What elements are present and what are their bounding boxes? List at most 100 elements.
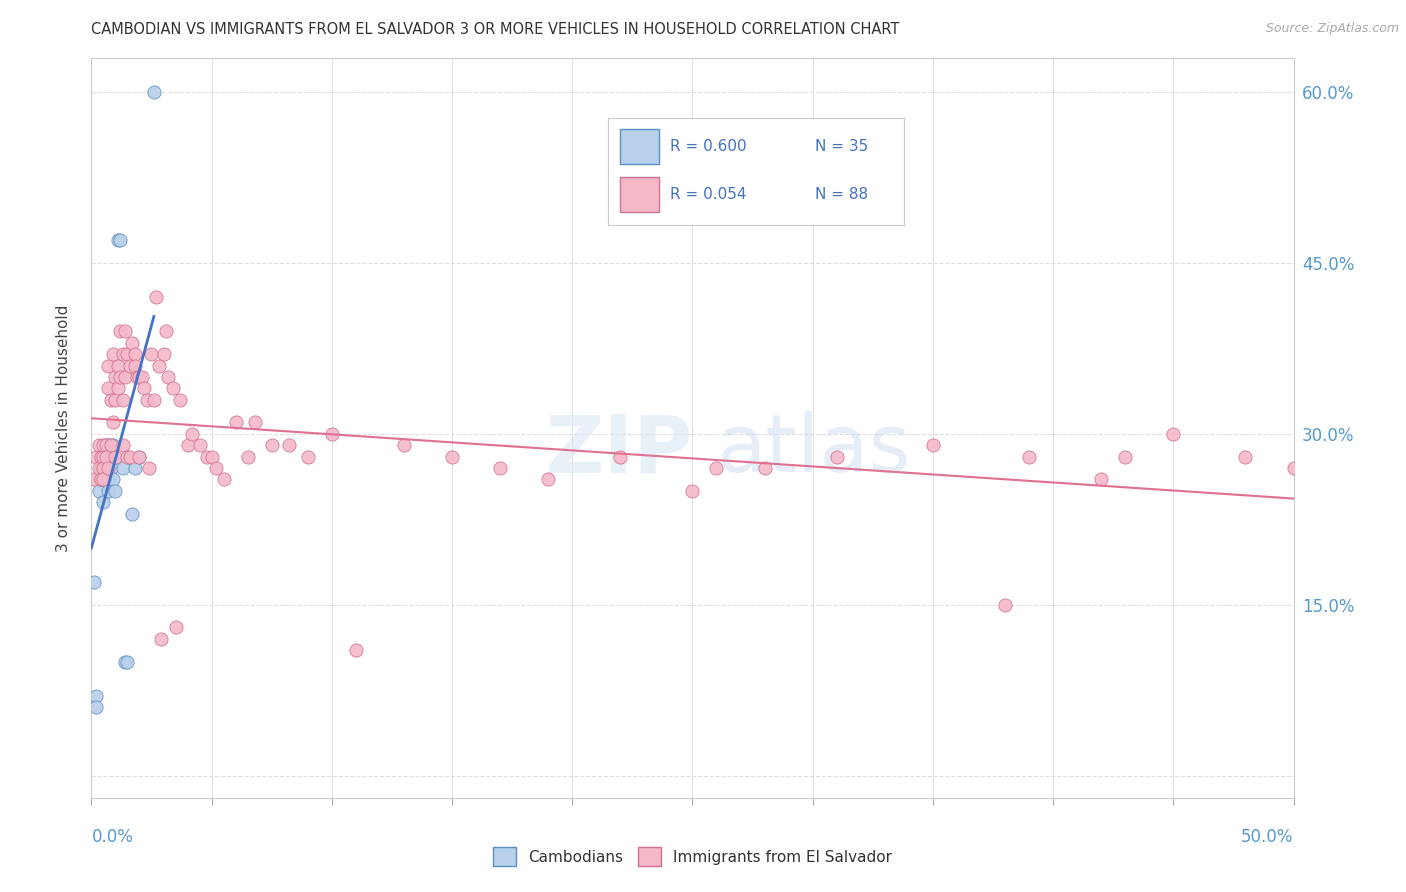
Text: R = 0.054: R = 0.054 xyxy=(671,187,747,202)
Point xyxy=(83,574,105,589)
Text: R = 0.600: R = 0.600 xyxy=(671,139,747,154)
Point xyxy=(277,438,299,452)
Point xyxy=(94,450,117,464)
Point xyxy=(155,324,177,338)
Point xyxy=(93,495,115,509)
Point xyxy=(87,438,110,452)
Point xyxy=(124,461,146,475)
Point xyxy=(125,370,148,384)
Point xyxy=(128,370,150,384)
Point xyxy=(124,347,146,361)
Text: 0.0%: 0.0% xyxy=(91,828,134,846)
Point xyxy=(706,461,728,475)
Point xyxy=(114,324,136,338)
Point xyxy=(1161,426,1184,441)
Point xyxy=(188,438,211,452)
Point xyxy=(107,381,129,395)
Point xyxy=(169,392,191,407)
Point xyxy=(111,347,134,361)
Point xyxy=(537,472,560,486)
Point xyxy=(100,461,122,475)
Point xyxy=(90,450,112,464)
Point xyxy=(1114,450,1136,464)
Point xyxy=(1090,472,1112,486)
Point xyxy=(236,450,259,464)
Point xyxy=(97,483,120,498)
Text: atlas: atlas xyxy=(717,411,911,490)
Point xyxy=(141,347,163,361)
Point xyxy=(100,392,122,407)
Point xyxy=(134,381,156,395)
Point xyxy=(93,461,115,475)
Point xyxy=(609,450,631,464)
Point xyxy=(150,632,173,646)
Point xyxy=(1282,461,1305,475)
Point xyxy=(118,450,141,464)
Point xyxy=(104,370,127,384)
Point xyxy=(225,416,247,430)
Point xyxy=(101,472,124,486)
Point xyxy=(1018,450,1040,464)
Point xyxy=(162,381,184,395)
Point xyxy=(90,461,112,475)
Point xyxy=(111,461,134,475)
Point xyxy=(321,426,343,441)
Point xyxy=(97,438,120,452)
Point xyxy=(100,438,122,452)
Point xyxy=(97,461,120,475)
Point xyxy=(128,450,150,464)
Point xyxy=(117,347,139,361)
Point xyxy=(87,472,110,486)
Point xyxy=(165,620,187,634)
Point xyxy=(93,472,115,486)
Point xyxy=(118,359,141,373)
Point xyxy=(243,416,266,430)
Point xyxy=(297,450,319,464)
Text: N = 88: N = 88 xyxy=(815,187,868,202)
Point xyxy=(90,450,112,464)
Point xyxy=(176,438,198,452)
Point xyxy=(114,370,136,384)
Point xyxy=(97,461,120,475)
Point xyxy=(344,643,367,657)
FancyBboxPatch shape xyxy=(620,129,658,163)
Point xyxy=(181,426,204,441)
Point xyxy=(87,483,110,498)
Point xyxy=(489,461,512,475)
Point xyxy=(111,438,134,452)
Point xyxy=(90,472,112,486)
Point xyxy=(205,461,228,475)
Point xyxy=(104,450,127,464)
Point xyxy=(93,450,115,464)
Point xyxy=(110,233,132,247)
Point xyxy=(117,655,139,669)
Text: CAMBODIAN VS IMMIGRANTS FROM EL SALVADOR 3 OR MORE VEHICLES IN HOUSEHOLD CORRELA: CAMBODIAN VS IMMIGRANTS FROM EL SALVADOR… xyxy=(91,22,900,37)
Point xyxy=(110,324,132,338)
Point xyxy=(93,438,115,452)
Point xyxy=(93,461,115,475)
Point xyxy=(97,472,120,486)
Point xyxy=(107,233,129,247)
Point xyxy=(114,655,136,669)
Point xyxy=(94,461,117,475)
Point xyxy=(110,370,132,384)
Point xyxy=(131,370,153,384)
Point xyxy=(138,461,160,475)
Point xyxy=(107,359,129,373)
Point xyxy=(100,450,122,464)
Point xyxy=(1234,450,1257,464)
Point xyxy=(392,438,415,452)
Point xyxy=(104,483,127,498)
Legend: Cambodians, Immigrants from El Salvador: Cambodians, Immigrants from El Salvador xyxy=(486,841,898,872)
Point xyxy=(121,507,143,521)
Point xyxy=(100,438,122,452)
Point xyxy=(93,450,115,464)
Point xyxy=(117,450,139,464)
Point xyxy=(97,381,120,395)
Point xyxy=(681,483,703,498)
Point xyxy=(84,450,107,464)
Point xyxy=(825,450,848,464)
Point xyxy=(94,438,117,452)
Point xyxy=(101,416,124,430)
Point xyxy=(142,392,165,407)
